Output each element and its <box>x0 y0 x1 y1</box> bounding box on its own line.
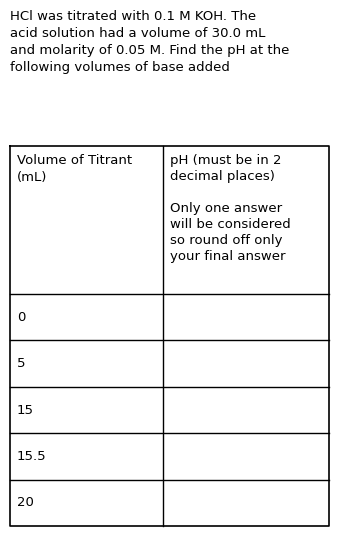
Text: (mL): (mL) <box>17 171 47 184</box>
Text: pH (must be in 2: pH (must be in 2 <box>170 154 281 167</box>
Text: 0: 0 <box>17 311 25 324</box>
Text: so round off only: so round off only <box>170 234 282 247</box>
Text: and molarity of 0.05 M. Find the pH at the: and molarity of 0.05 M. Find the pH at t… <box>10 44 290 57</box>
Text: 20: 20 <box>17 496 34 509</box>
Text: following volumes of base added: following volumes of base added <box>10 61 230 74</box>
Text: 5: 5 <box>17 357 25 370</box>
Text: HCl was titrated with 0.1 M KOH. The: HCl was titrated with 0.1 M KOH. The <box>10 10 256 23</box>
Text: your final answer: your final answer <box>170 250 285 263</box>
Text: Volume of Titrant: Volume of Titrant <box>17 154 132 167</box>
Text: will be considered: will be considered <box>170 218 291 231</box>
Text: Only one answer: Only one answer <box>170 202 282 215</box>
Text: 15.5: 15.5 <box>17 450 47 463</box>
Text: acid solution had a volume of 30.0 mL: acid solution had a volume of 30.0 mL <box>10 27 265 40</box>
Text: decimal places): decimal places) <box>170 170 275 183</box>
Text: 15: 15 <box>17 404 34 416</box>
